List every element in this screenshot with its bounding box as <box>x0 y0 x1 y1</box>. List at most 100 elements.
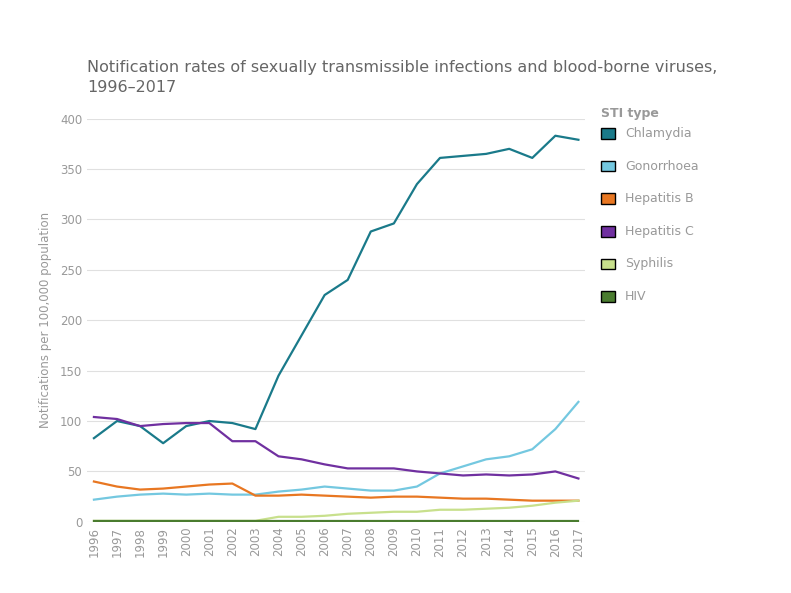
Hepatitis B <box>505 496 514 503</box>
Hepatitis B <box>551 497 560 504</box>
Gonorrhoea <box>228 491 237 498</box>
Hepatitis B <box>482 495 491 502</box>
Gonorrhoea <box>389 487 399 494</box>
Chlamydia <box>482 151 491 158</box>
Syphilis <box>181 517 191 524</box>
Chlamydia <box>135 422 145 429</box>
Text: Hepatitis B: Hepatitis B <box>625 192 694 205</box>
Hepatitis C <box>482 471 491 478</box>
HIV <box>228 517 237 524</box>
Text: STI type: STI type <box>601 107 659 120</box>
Gonorrhoea <box>435 470 445 477</box>
Gonorrhoea <box>320 483 329 490</box>
HIV <box>482 517 491 524</box>
Gonorrhoea <box>573 398 583 406</box>
HIV <box>366 517 376 524</box>
Chlamydia <box>573 136 583 144</box>
HIV <box>158 517 168 524</box>
HIV <box>89 517 99 524</box>
Syphilis <box>228 517 237 524</box>
Chlamydia <box>505 145 514 152</box>
Hepatitis B <box>458 495 467 502</box>
Hepatitis B <box>205 481 214 488</box>
Gonorrhoea <box>251 491 260 498</box>
Gonorrhoea <box>412 483 422 490</box>
Line: Hepatitis C: Hepatitis C <box>94 417 578 479</box>
HIV <box>135 517 145 524</box>
Syphilis <box>112 517 122 524</box>
Syphilis <box>135 517 145 524</box>
HIV <box>181 517 191 524</box>
Text: Hepatitis C: Hepatitis C <box>625 225 694 238</box>
Chlamydia <box>228 419 237 426</box>
Syphilis <box>505 504 514 511</box>
HIV <box>551 517 560 524</box>
Hepatitis C <box>228 438 237 445</box>
Hepatitis B <box>412 493 422 500</box>
Hepatitis B <box>528 497 537 504</box>
Hepatitis B <box>389 493 399 500</box>
Chlamydia <box>389 220 399 227</box>
HIV <box>505 517 514 524</box>
Gonorrhoea <box>274 488 283 495</box>
Hepatitis C <box>205 419 214 426</box>
Chlamydia <box>205 417 214 425</box>
Hepatitis B <box>274 492 283 499</box>
Hepatitis B <box>181 483 191 490</box>
HIV <box>297 517 306 524</box>
Hepatitis B <box>228 480 237 487</box>
Gonorrhoea <box>112 493 122 500</box>
HIV <box>320 517 329 524</box>
Chlamydia <box>112 417 122 425</box>
Hepatitis B <box>158 485 168 492</box>
Gonorrhoea <box>482 456 491 463</box>
Syphilis <box>274 514 283 521</box>
Hepatitis C <box>458 472 467 479</box>
Syphilis <box>205 517 214 524</box>
Line: Syphilis: Syphilis <box>94 500 578 521</box>
HIV <box>435 517 445 524</box>
Gonorrhoea <box>181 491 191 498</box>
Syphilis <box>551 499 560 506</box>
Chlamydia <box>158 439 168 447</box>
Hepatitis C <box>528 471 537 478</box>
Hepatitis C <box>505 472 514 479</box>
HIV <box>389 517 399 524</box>
Syphilis <box>528 502 537 509</box>
Gonorrhoea <box>551 426 560 433</box>
Syphilis <box>573 497 583 504</box>
Hepatitis C <box>412 468 422 475</box>
Hepatitis C <box>366 465 376 472</box>
HIV <box>528 517 537 524</box>
Hepatitis B <box>573 497 583 504</box>
HIV <box>343 517 353 524</box>
Chlamydia <box>297 332 306 339</box>
Gonorrhoea <box>158 490 168 497</box>
Gonorrhoea <box>297 486 306 493</box>
Syphilis <box>297 514 306 521</box>
Hepatitis B <box>435 494 445 501</box>
Hepatitis C <box>89 413 99 420</box>
Gonorrhoea <box>505 453 514 460</box>
Syphilis <box>482 505 491 512</box>
Line: Hepatitis B: Hepatitis B <box>94 482 578 500</box>
Chlamydia <box>320 292 329 299</box>
Hepatitis C <box>181 419 191 426</box>
Chlamydia <box>528 154 537 161</box>
Hepatitis C <box>274 453 283 460</box>
Chlamydia <box>551 132 560 139</box>
Syphilis <box>251 517 260 524</box>
Line: Gonorrhoea: Gonorrhoea <box>94 402 578 500</box>
Syphilis <box>389 508 399 515</box>
HIV <box>112 517 122 524</box>
Syphilis <box>412 508 422 515</box>
Line: Chlamydia: Chlamydia <box>94 136 578 443</box>
HIV <box>251 517 260 524</box>
Hepatitis B <box>320 492 329 499</box>
Hepatitis C <box>135 422 145 429</box>
Gonorrhoea <box>366 487 376 494</box>
Gonorrhoea <box>343 485 353 492</box>
Hepatitis C <box>551 468 560 475</box>
Chlamydia <box>366 228 376 235</box>
Chlamydia <box>89 435 99 442</box>
